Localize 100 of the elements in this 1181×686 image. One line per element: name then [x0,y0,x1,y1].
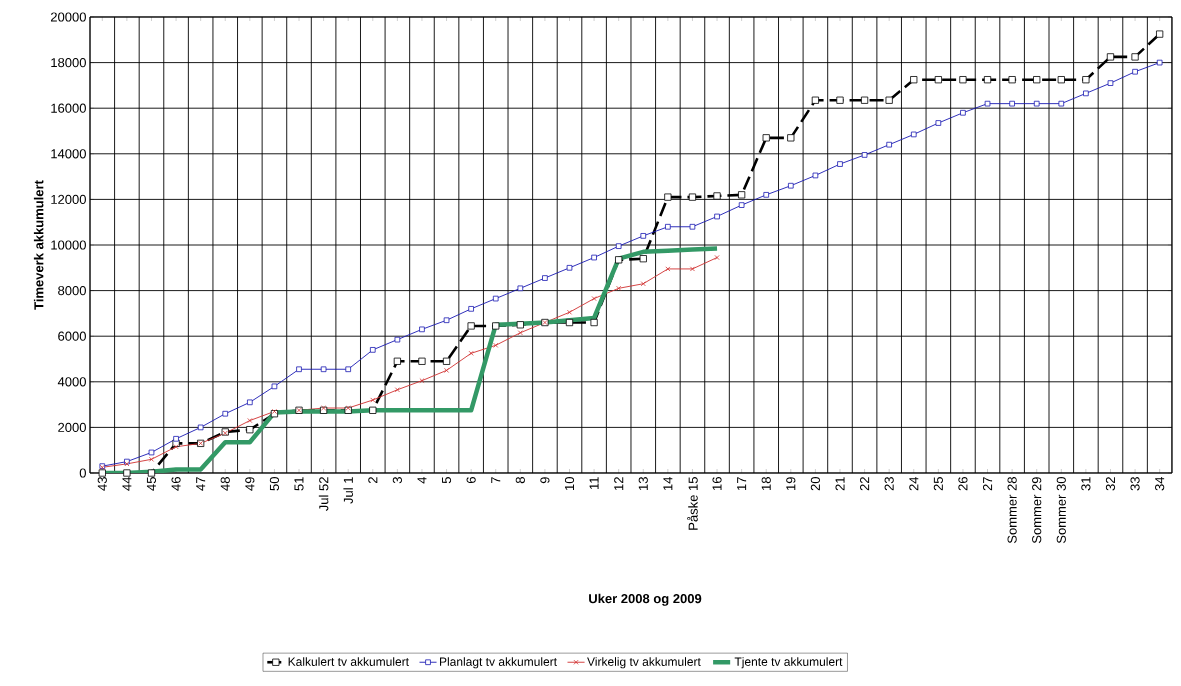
x-tick-label: 4 [417,476,427,484]
point [566,309,573,315]
point [467,322,475,330]
point [1106,53,1115,61]
x-tick-label: 50 [269,477,280,491]
x-tick-label: 14 [663,476,673,491]
point [615,256,623,264]
point [443,317,450,324]
point [296,366,302,373]
point [418,357,426,365]
x-tick-label: 34 [1155,476,1165,491]
point [271,408,277,414]
x-tick-label: 10 [564,477,575,491]
y-tick-label: 18000 [51,57,86,68]
point [442,357,451,365]
point [885,96,893,104]
x-tick-label: Påske 15 [687,477,698,530]
point [935,120,942,126]
x-tick-label: 8 [515,477,525,484]
point [1083,90,1089,97]
point [640,281,646,287]
x-tick-label: 22 [860,477,870,491]
point [616,285,622,291]
point [984,100,991,107]
point [345,366,351,373]
x-tick-label: 20 [810,477,820,491]
x-tick-label: 19 [786,477,796,491]
x-tick-label: 43 [97,477,107,491]
point [565,318,574,327]
x-tick-label: 17 [737,477,747,491]
y-tick-label: 16000 [51,103,86,113]
point [566,265,573,271]
point [369,406,377,414]
x-tick-label: 16 [712,477,722,491]
point [714,213,720,220]
y-tick-label: 4000 [57,377,86,387]
point [640,233,647,239]
point [419,378,425,384]
point [394,336,401,343]
x-tick-label: 44 [122,476,132,491]
point [148,456,154,462]
point [591,296,597,302]
point [222,410,229,417]
point [492,322,500,330]
x-tick-label: Sommer 29 [1032,477,1042,544]
x-axis-title: Uker 2008 og 2009 [589,593,702,606]
point [393,357,401,365]
point [197,424,204,431]
point [247,418,253,424]
x-tick-label: 6 [466,477,476,484]
point [1057,76,1065,84]
point [811,96,819,104]
point [615,243,622,249]
point [493,342,499,348]
point [516,321,524,329]
point [639,255,647,263]
x-tick-label: 11 [589,477,599,490]
point [173,436,179,442]
point [1033,76,1041,84]
point [837,161,843,167]
legend-label: Virkelig tv akkumulert [587,657,701,669]
y-tick-label: 10000 [51,240,86,250]
x-tick-label: 12 [614,477,624,491]
point [1033,100,1040,107]
point [173,444,179,450]
point [123,469,131,477]
point [492,295,499,302]
x-tick-label: Sommer 28 [1007,477,1017,544]
x-tick-label: 25 [933,477,943,491]
point [1009,100,1015,107]
x-tick-label: 32 [1105,477,1116,491]
x-tick-label: 2 [368,477,378,484]
x-tick-label: Jul 52 [318,477,329,512]
point [738,191,746,199]
point [788,182,794,189]
x-tick-label: 46 [171,477,181,491]
point [148,449,155,456]
x-tick-label: 48 [220,477,230,491]
point [886,141,892,148]
point [738,202,745,208]
legend-label: Kalkulert tv akkumulert [288,657,409,666]
point [1082,76,1090,84]
point [468,350,474,356]
point [1131,53,1139,61]
point [1107,80,1114,86]
y-tick-label: 20000 [50,12,86,22]
point [1008,76,1016,84]
y-axis-title: Timeverk akkumulert [33,180,44,310]
x-tick-label: 26 [958,477,968,491]
y-tick-label: 2000 [58,422,86,432]
point [369,347,376,353]
x-tick-label: 3 [392,477,402,484]
point [147,469,156,477]
point [517,285,524,292]
point [665,266,671,272]
point [689,223,696,230]
x-tick-label: 21 [835,477,845,491]
point [910,131,917,138]
x-tick-label: 24 [909,476,919,491]
point [812,172,819,179]
